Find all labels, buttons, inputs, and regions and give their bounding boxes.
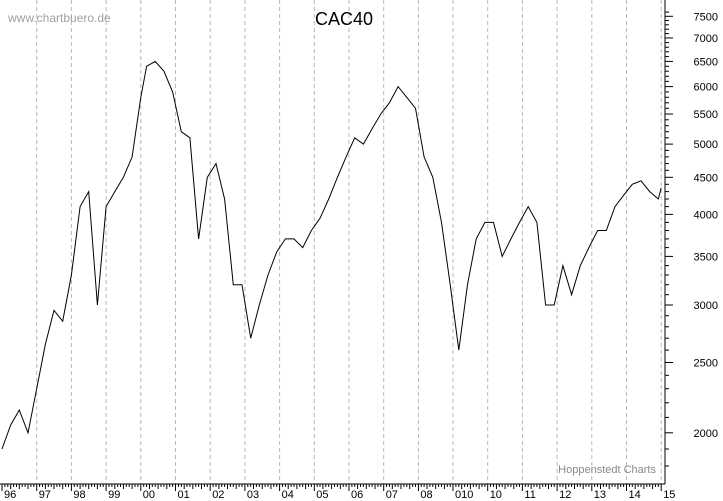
series-line-cac40 — [1, 60, 662, 450]
watermark-text: www.chartbuero.de — [7, 11, 111, 25]
y-tick-label: 3500 — [694, 251, 718, 263]
x-tick-label: 02 — [212, 489, 224, 501]
y-tick-label: 4000 — [694, 209, 718, 221]
x-tick-label: 98 — [73, 489, 85, 501]
x-tick-label: 14 — [629, 489, 641, 501]
x-tick-label: 10 — [490, 489, 502, 501]
chart-title: CAC40 — [315, 9, 373, 29]
x-tick-label: 07 — [386, 489, 398, 501]
x-tick-label: 08 — [420, 489, 432, 501]
y-tick-label: 5000 — [694, 139, 718, 151]
x-tick-label: 04 — [282, 489, 294, 501]
x-tick-label: 03 — [247, 489, 259, 501]
grid-lines — [36, 0, 662, 484]
y-axis: 2000 2500 3000 3500 4000 4500 5000 5500 6000 6500… — [664, 0, 718, 484]
x-tick-label: 12 — [559, 489, 571, 501]
x-tick-label: 15 — [663, 489, 675, 501]
x-tick-label: 00 — [143, 489, 155, 501]
x-tick-label: 06 — [351, 489, 363, 501]
x-tick-label: 96 — [4, 489, 16, 501]
x-tick-label: 010 — [455, 489, 473, 501]
x-tick-label: 01 — [178, 489, 190, 501]
x-tick-label: 13 — [594, 489, 606, 501]
x-axis: 96 97 98 99 00 01 02 03 04 05 06 07 08 010 10 11 12 13 14 1… — [0, 483, 675, 501]
y-tick-label: 2000 — [694, 428, 718, 440]
y-tick-label: 7000 — [694, 33, 718, 45]
x-tick-label: 97 — [39, 489, 51, 501]
credit-text: Hoppenstedt Charts — [558, 464, 656, 476]
y-tick-label: 3000 — [694, 300, 718, 312]
x-tick-label: 05 — [316, 489, 328, 501]
y-tick-label: 6500 — [694, 56, 718, 68]
y-tick-label: 6000 — [694, 82, 718, 94]
x-tick-label: 11 — [524, 489, 535, 501]
y-tick-label: 4500 — [694, 172, 718, 184]
y-tick-label: 2500 — [694, 358, 718, 370]
y-tick-label: 7500 — [694, 11, 718, 23]
x-tick-label: 99 — [108, 489, 120, 501]
y-tick-label: 5500 — [694, 109, 718, 121]
